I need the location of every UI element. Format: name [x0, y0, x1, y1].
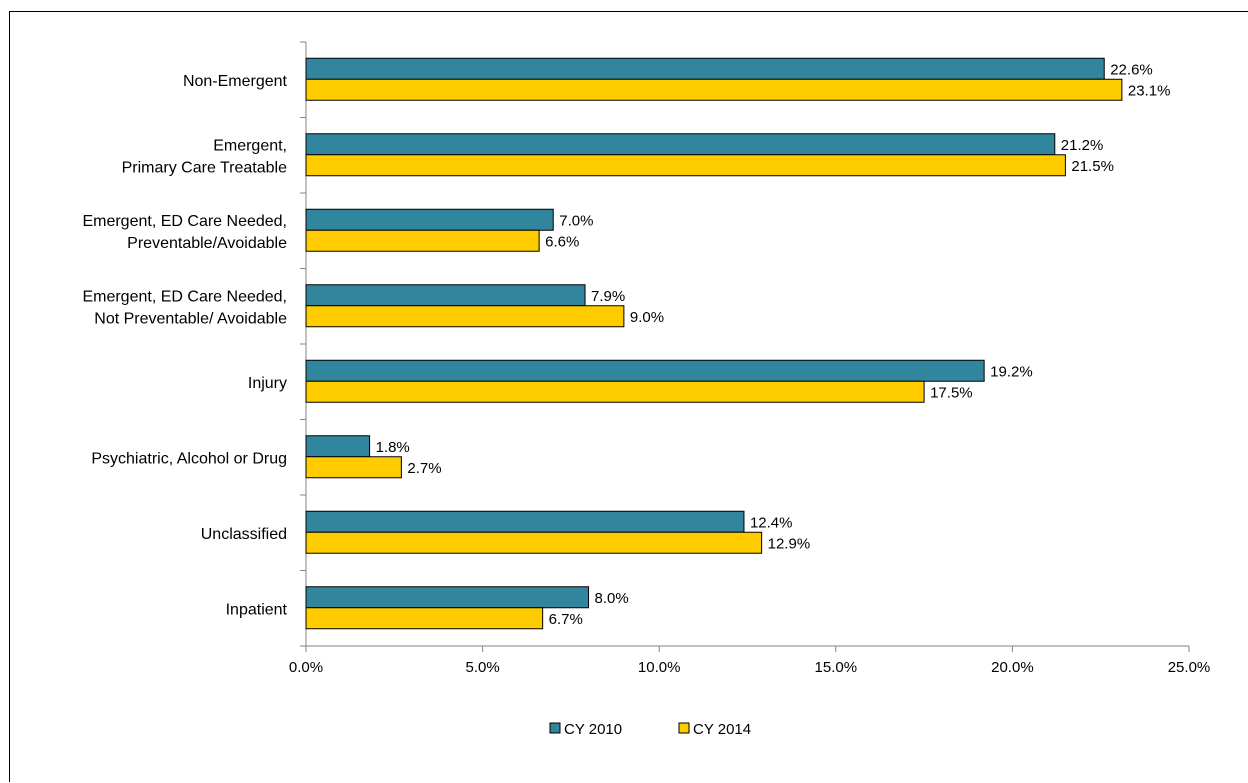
- data-label: 7.9%: [591, 288, 625, 305]
- bar-cy-2010: [305, 57, 1105, 80]
- data-label: 19.2%: [990, 363, 1033, 380]
- data-label: 6.7%: [549, 611, 583, 628]
- data-label: 2.7%: [407, 460, 441, 477]
- x-tick-label: 5.0%: [465, 659, 499, 676]
- chart-area: 0.0% 5.0% 10.0% 15.0% 20.0% 25.0% Non-Emergent…: [9, 11, 1248, 782]
- data-label: 8.0%: [595, 590, 629, 607]
- data-label: 6.6%: [545, 233, 579, 250]
- x-tick-label: 25.0%: [1168, 659, 1211, 676]
- data-label: 12.4%: [750, 514, 793, 531]
- bar-cy-2014: [305, 229, 540, 252]
- category-label: Non-Emergent: [183, 73, 288, 90]
- bar-cy-2010: [305, 133, 1056, 156]
- category-label: Psychiatric, Alcohol or Drug: [91, 450, 287, 467]
- legend-label: CY 2010: [564, 721, 622, 738]
- bar-cy-2014: [305, 607, 544, 630]
- data-label: 23.1%: [1128, 82, 1171, 99]
- data-label: 21.5%: [1071, 158, 1114, 175]
- bar-cy-2014: [305, 154, 1066, 177]
- data-label: 21.2%: [1061, 137, 1104, 154]
- bar-chart: 0.0% 5.0% 10.0% 15.0% 20.0% 25.0% Non-Emergent…: [82, 41, 1211, 738]
- bar-cy-2014: [305, 456, 402, 479]
- category-label: Inpatient: [226, 601, 288, 618]
- bar-cy-2014: [305, 531, 763, 554]
- bar-cy-2014: [305, 305, 625, 328]
- x-tick-label: 15.0%: [815, 659, 858, 676]
- x-tick-label: 0.0%: [289, 659, 323, 676]
- data-label: 9.0%: [630, 309, 664, 326]
- legend-label: CY 2014: [693, 721, 751, 738]
- category-label: Preventable/Avoidable: [127, 235, 287, 252]
- data-label: 17.5%: [930, 384, 973, 401]
- bar-cy-2010: [305, 510, 745, 533]
- category-label: Emergent,: [213, 137, 287, 154]
- bar-cy-2010: [305, 208, 554, 231]
- category-label: Primary Care Treatable: [122, 159, 287, 176]
- bar-cy-2014: [305, 380, 925, 403]
- x-tick-label: 20.0%: [991, 659, 1034, 676]
- bar-cy-2010: [305, 586, 590, 609]
- category-label: Injury: [248, 375, 287, 392]
- category-label: Not Preventable/ Avoidable: [94, 310, 287, 327]
- category-label: Unclassified: [201, 526, 287, 543]
- data-label: 22.6%: [1110, 61, 1153, 78]
- bar-cy-2010: [305, 435, 371, 458]
- category-label: Emergent, ED Care Needed,: [82, 213, 287, 230]
- bar-cy-2010: [305, 284, 586, 307]
- data-label: 7.0%: [559, 212, 593, 229]
- legend-swatch: [549, 722, 561, 734]
- data-label: 12.9%: [768, 535, 811, 552]
- data-label: 1.8%: [376, 439, 410, 456]
- bar-cy-2010: [305, 359, 985, 382]
- bar-cy-2014: [305, 78, 1123, 101]
- x-tick-label: 10.0%: [638, 659, 681, 676]
- category-label: Emergent, ED Care Needed,: [82, 288, 287, 305]
- legend-swatch: [678, 722, 690, 734]
